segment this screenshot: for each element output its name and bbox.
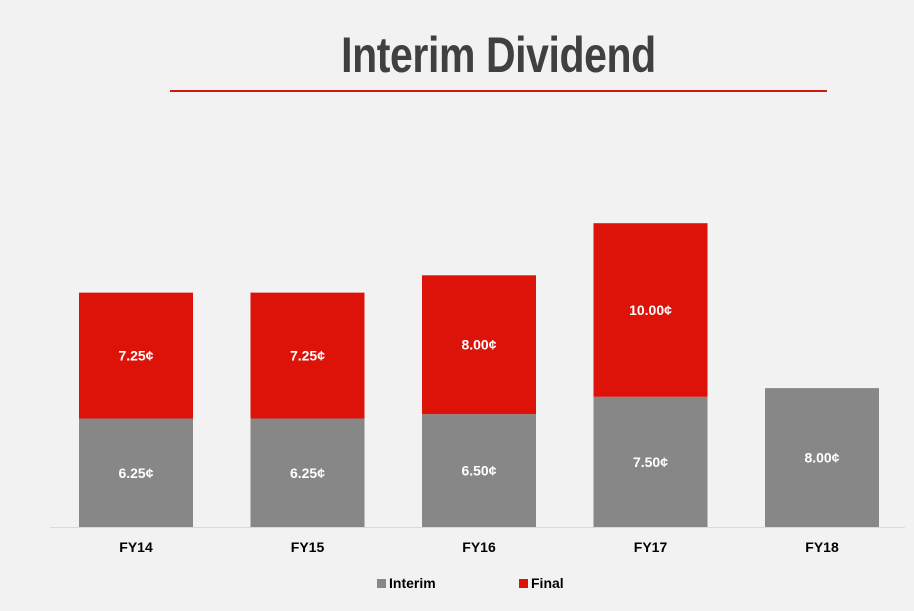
legend-item-final: Final: [519, 575, 564, 591]
legend-label-final: Final: [531, 575, 564, 591]
title-underline: [170, 90, 827, 92]
bar-final-fy15: [250, 292, 365, 419]
category-label-fy16: FY16: [462, 539, 496, 555]
category-label-fy18: FY18: [805, 539, 839, 555]
bar-final-fy14: [79, 292, 193, 419]
legend-item-interim: Interim: [377, 575, 436, 591]
bar-interim-fy17: [593, 396, 708, 527]
legend-swatch-final: [519, 578, 528, 588]
category-label-fy17: FY17: [634, 539, 668, 555]
data-label-final-fy14: 7.25¢: [118, 348, 153, 364]
bar-interim-fy14: [79, 418, 193, 527]
bar-interim-fy18: [765, 388, 879, 527]
data-label-interim-fy14: 6.25¢: [118, 465, 153, 481]
data-label-interim-fy15: 6.25¢: [290, 465, 325, 481]
data-label-interim-fy16: 6.50¢: [461, 463, 496, 479]
stacked-bar-chart: 6.25¢ 7.25¢ FY14 6.25¢ 7.25¢ FY15 6.50¢ 8.00¢ FY…: [50, 223, 905, 555]
data-label-final-fy17: 10.00¢: [629, 302, 672, 318]
chart-title: Interim Dividend: [341, 27, 656, 83]
bar-final-fy17: [593, 223, 708, 397]
bar-interim-fy15: [250, 418, 365, 527]
bar-final-fy16: [422, 275, 536, 415]
category-label-fy14: FY14: [119, 539, 153, 555]
bar-interim-fy16: [422, 414, 536, 527]
legend-label-interim: Interim: [389, 575, 436, 591]
category-label-fy15: FY15: [291, 539, 325, 555]
data-label-final-fy16: 8.00¢: [461, 337, 496, 353]
legend: Interim Final: [0, 575, 914, 595]
data-label-final-fy15: 7.25¢: [290, 348, 325, 364]
legend-swatch-interim: [377, 578, 386, 588]
data-label-interim-fy17: 7.50¢: [633, 454, 668, 470]
data-label-interim-fy18: 8.00¢: [804, 450, 839, 466]
